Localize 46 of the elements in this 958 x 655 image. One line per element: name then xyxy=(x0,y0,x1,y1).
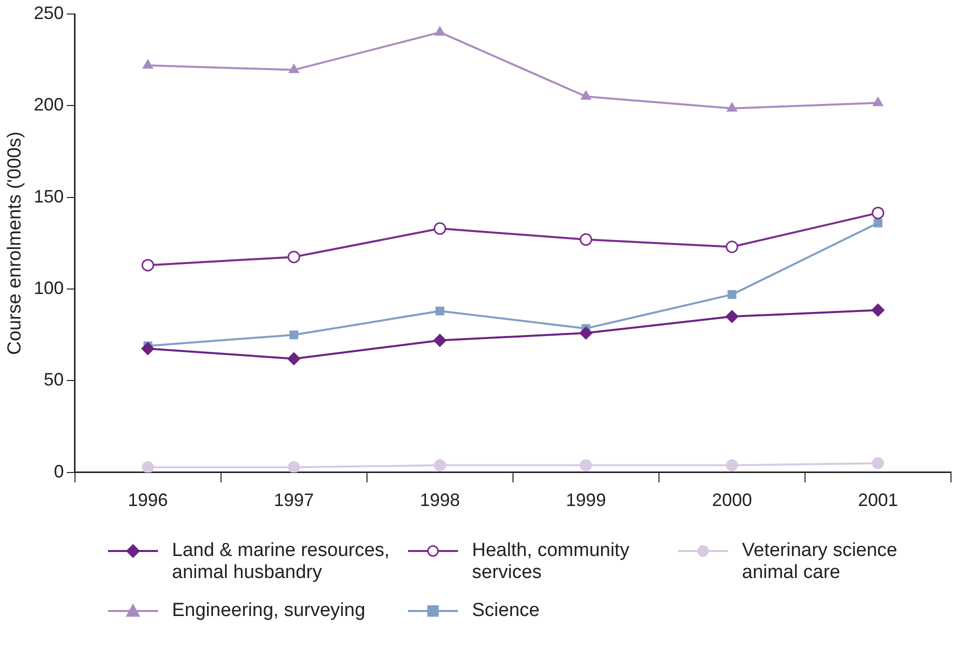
point xyxy=(288,461,300,472)
point xyxy=(434,459,446,472)
y-tick-label: 50 xyxy=(44,370,64,390)
point xyxy=(725,310,738,324)
legend-label: Engineering, surveying xyxy=(172,600,366,622)
point xyxy=(141,342,154,356)
point xyxy=(287,352,300,366)
point xyxy=(872,96,884,106)
point xyxy=(872,206,884,220)
point xyxy=(872,457,884,470)
point xyxy=(142,461,154,472)
point xyxy=(580,90,592,100)
point xyxy=(579,326,592,340)
point xyxy=(874,218,882,228)
point xyxy=(728,290,736,299)
x-tick-label: 1999 xyxy=(566,490,606,510)
point xyxy=(142,258,154,272)
legend-label: Science xyxy=(472,600,540,622)
point xyxy=(434,26,446,36)
point xyxy=(726,102,738,112)
y-axis-title: Course enrolments ('000s) xyxy=(4,132,26,355)
point xyxy=(434,222,446,235)
y-tick-label: 250 xyxy=(34,2,64,23)
x-tick-label: 1996 xyxy=(128,490,168,510)
point xyxy=(289,330,298,340)
point xyxy=(142,59,154,69)
x-tick-label: 1997 xyxy=(274,490,314,510)
x-tick-label: 2001 xyxy=(858,490,898,510)
y-tick-label: 0 xyxy=(54,461,64,482)
point xyxy=(433,334,446,347)
x-tick-label: 1998 xyxy=(420,490,460,510)
x-tick-label: 2000 xyxy=(712,490,752,510)
point xyxy=(288,64,300,74)
point xyxy=(871,304,884,317)
legend-label: Veterinary science animal care xyxy=(742,540,898,584)
point xyxy=(726,240,738,254)
point xyxy=(436,306,444,316)
point xyxy=(288,250,300,264)
y-tick-label: 200 xyxy=(34,94,64,115)
y-tick-label: 150 xyxy=(34,186,64,206)
legend-label: Land & marine resources, animal husbandry xyxy=(172,540,391,584)
y-tick-label: 100 xyxy=(34,278,64,298)
point xyxy=(580,459,592,472)
point xyxy=(580,233,592,246)
legend-label: Health, community services xyxy=(472,540,630,584)
point xyxy=(726,459,738,472)
